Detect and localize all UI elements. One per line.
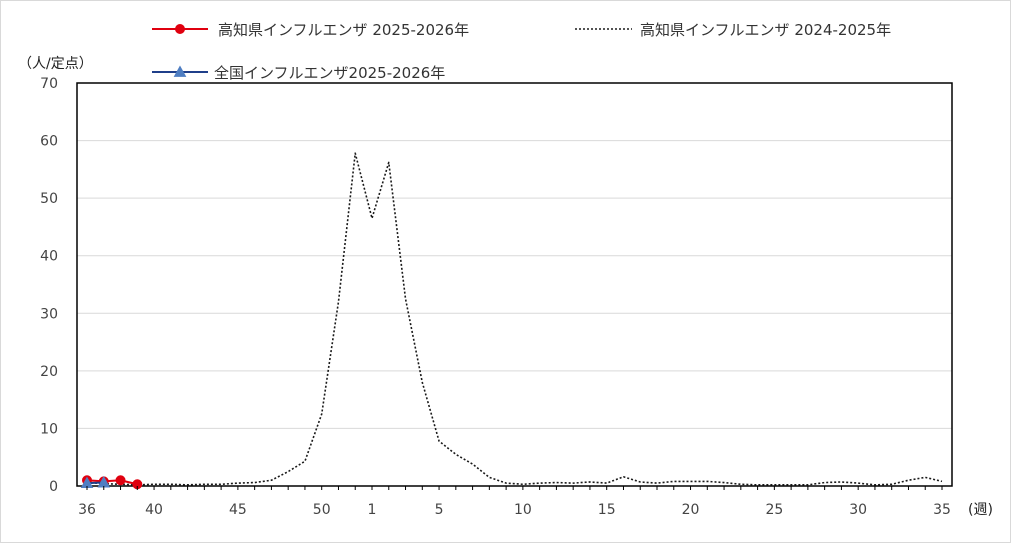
x-tick-label-45: 45 xyxy=(229,502,247,518)
legend-marker-0 xyxy=(175,24,185,34)
y-axis-unit-label: （人/定点） xyxy=(18,56,93,72)
y-tick-label-10: 10 xyxy=(40,421,58,437)
series-line-1 xyxy=(86,152,943,486)
legend-label-1: 高知県インフルエンザ 2024-2025年 xyxy=(640,21,891,39)
x-axis-unit-label: (週) xyxy=(968,502,993,518)
legend-label-2: 全国インフルエンザ2025-2026年 xyxy=(214,64,445,82)
y-tick-label-20: 20 xyxy=(40,364,58,380)
plot-area xyxy=(76,82,953,487)
legend-item-2: 全国インフルエンザ2025-2026年 xyxy=(152,64,445,82)
legend-item-0: 高知県インフルエンザ 2025-2026年 xyxy=(152,21,469,39)
x-tick-label-30: 30 xyxy=(849,502,867,518)
x-tick-label-10: 10 xyxy=(514,502,532,518)
x-tick-label-40: 40 xyxy=(145,502,163,518)
x-tick-label-1: 1 xyxy=(368,502,377,518)
y-tick-label-0: 0 xyxy=(49,479,58,495)
x-tick-label-35: 35 xyxy=(933,502,951,518)
legend: 高知県インフルエンザ 2025-2026年 高知県インフルエンザ 2024-202… xyxy=(152,21,891,82)
x-tick-label-20: 20 xyxy=(682,502,700,518)
y-tick-label-40: 40 xyxy=(40,249,58,265)
x-tick-label-25: 25 xyxy=(765,502,783,518)
legend-label-0: 高知県インフルエンザ 2025-2026年 xyxy=(218,21,469,39)
y-tick-label-50: 50 xyxy=(40,191,58,207)
legend-item-1: 高知県インフルエンザ 2024-2025年 xyxy=(575,21,891,39)
y-tick-label-70: 70 xyxy=(40,76,58,92)
plot-border xyxy=(76,82,953,487)
series-0-point xyxy=(115,475,126,486)
legend-marker-2 xyxy=(173,65,187,77)
x-tick-label-15: 15 xyxy=(598,502,616,518)
x-tick-label-36: 36 xyxy=(78,502,96,518)
y-tick-label-30: 30 xyxy=(40,306,58,322)
series-line-0 xyxy=(86,479,138,486)
x-tick-label-5: 5 xyxy=(435,502,444,518)
series-1 xyxy=(86,152,943,486)
x-tick-label-50: 50 xyxy=(313,502,331,518)
y-tick-label-60: 60 xyxy=(40,134,58,150)
